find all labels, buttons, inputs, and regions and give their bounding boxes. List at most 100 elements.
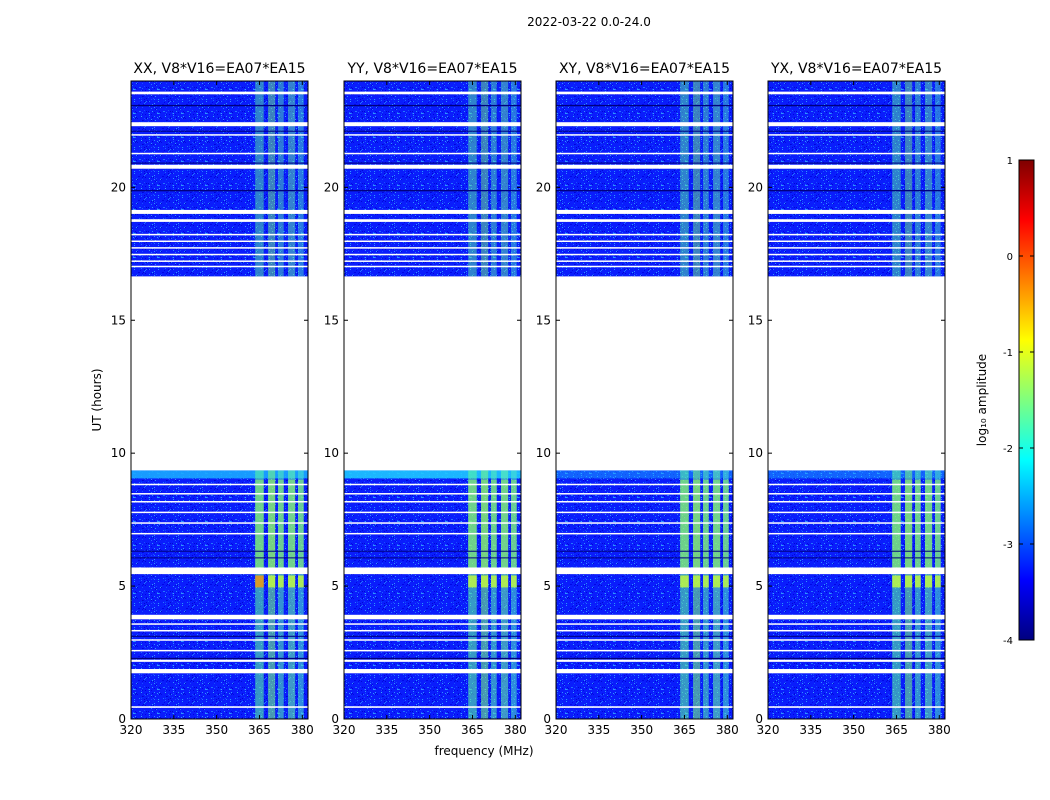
data-segment	[131, 81, 308, 277]
data-segment	[768, 81, 945, 277]
colorbar-tick-label: -4	[1003, 636, 1013, 647]
rfi-band	[468, 470, 477, 719]
rfi-band	[468, 81, 477, 277]
x-tick-label: 350	[842, 723, 865, 737]
x-tick-label: 335	[587, 723, 610, 737]
y-tick-label: 0	[118, 712, 126, 726]
y-tick-label: 5	[118, 579, 126, 593]
colorbar: 1 0 -1 -2 -3 -4 log₁₀ amplitude	[975, 156, 1035, 647]
colorbar-tick-label: -2	[1003, 444, 1013, 455]
colorbar-tick-label: 1	[1007, 156, 1013, 167]
rfi-band	[925, 470, 933, 719]
x-tick-label: 350	[205, 723, 228, 737]
panel-yx: YX, V8*V16=EA07*EA15 320 335 350 365 380 0 5 10 1…	[748, 61, 951, 737]
rfi-band	[680, 81, 689, 277]
y-tick-label: 0	[331, 712, 339, 726]
x-tick-label: 365	[461, 723, 484, 737]
x-tick-label: 380	[928, 723, 951, 737]
x-tick-label: 365	[673, 723, 696, 737]
x-tick-label: 380	[716, 723, 739, 737]
y-tick-label: 5	[331, 579, 339, 593]
rfi-band	[693, 470, 701, 719]
y-tick-label: 5	[543, 579, 551, 593]
rfi-band	[298, 81, 304, 277]
panel-title: YY, V8*V16=EA07*EA15	[346, 61, 517, 77]
rfi-band	[905, 81, 913, 277]
rfi-band	[481, 81, 489, 277]
rfi-band	[915, 470, 921, 719]
rfi-band	[713, 470, 721, 719]
panel-frame	[555, 80, 734, 720]
x-tick-label: 365	[248, 723, 271, 737]
y-tick-label: 10	[111, 446, 126, 460]
rfi-band	[703, 81, 709, 277]
rfi-band	[481, 470, 489, 719]
data-segment	[556, 81, 733, 277]
y-tick-label: 20	[111, 180, 126, 194]
rfi-band	[723, 81, 729, 277]
rfi-band	[298, 470, 304, 719]
x-tick-label: 335	[375, 723, 398, 737]
rfi-band	[501, 81, 509, 277]
x-tick-label: 365	[885, 723, 908, 737]
y-tick-label: 0	[543, 712, 551, 726]
x-tick-label: 320	[333, 723, 356, 737]
colorbar-gradient	[1018, 159, 1035, 641]
rfi-band	[278, 470, 284, 719]
rfi-band	[892, 470, 901, 719]
rfi-band	[935, 81, 941, 277]
colorbar-label: log₁₀ amplitude	[975, 354, 989, 446]
panel-xx: XX, V8*V16=EA07*EA15 320 335 350 365 380 0 5 10 1…	[111, 61, 314, 737]
rfi-band	[693, 81, 701, 277]
rfi-band	[288, 81, 296, 277]
x-tick-label: 350	[630, 723, 653, 737]
y-tick-label: 20	[748, 180, 763, 194]
rfi-band	[511, 81, 517, 277]
rfi-band	[905, 470, 913, 719]
y-tick-label: 10	[536, 446, 551, 460]
x-axis-label: frequency (MHz)	[434, 744, 533, 758]
rfi-band	[491, 81, 497, 277]
rfi-band	[915, 81, 921, 277]
rfi-band	[268, 81, 276, 277]
panel-xy: XY, V8*V16=EA07*EA15 320 335 350 365 380 0 5 10 1…	[536, 61, 739, 737]
colorbar-tick-label: -3	[1003, 540, 1013, 551]
rfi-band	[892, 81, 901, 277]
y-tick-label: 15	[748, 313, 763, 327]
x-tick-label: 320	[120, 723, 143, 737]
x-tick-label: 335	[799, 723, 822, 737]
x-tick-label: 320	[757, 723, 780, 737]
rfi-band	[703, 470, 709, 719]
panel-frame	[130, 80, 309, 720]
y-axis-label: UT (hours)	[90, 368, 104, 431]
rfi-band	[255, 81, 264, 277]
rfi-band	[255, 470, 264, 719]
panel-title: YX, V8*V16=EA07*EA15	[770, 61, 942, 77]
rfi-band	[501, 470, 509, 719]
panel-title: XY, V8*V16=EA07*EA15	[559, 61, 730, 77]
y-tick-label: 15	[536, 313, 551, 327]
figure-title: 2022-03-22 0.0-24.0	[527, 15, 651, 29]
rfi-band	[925, 81, 933, 277]
x-tick-label: 350	[418, 723, 441, 737]
x-tick-label: 380	[504, 723, 527, 737]
panel-frame	[767, 80, 946, 720]
rfi-band	[713, 81, 721, 277]
y-tick-label: 10	[748, 446, 763, 460]
x-tick-label: 320	[545, 723, 568, 737]
y-tick-label: 20	[536, 180, 551, 194]
rfi-band	[288, 470, 296, 719]
panel-yy: YY, V8*V16=EA07*EA15 320 335 350 365 380 0 5 10 1…	[324, 61, 527, 737]
rfi-band	[268, 470, 276, 719]
y-tick-label: 15	[324, 313, 339, 327]
rfi-band	[723, 470, 729, 719]
rfi-band	[680, 470, 689, 719]
x-tick-label: 335	[162, 723, 185, 737]
y-tick-label: 15	[111, 313, 126, 327]
rfi-band	[491, 470, 497, 719]
y-tick-label: 20	[324, 180, 339, 194]
rfi-band	[511, 470, 517, 719]
y-tick-label: 10	[324, 446, 339, 460]
rfi-band	[935, 470, 941, 719]
